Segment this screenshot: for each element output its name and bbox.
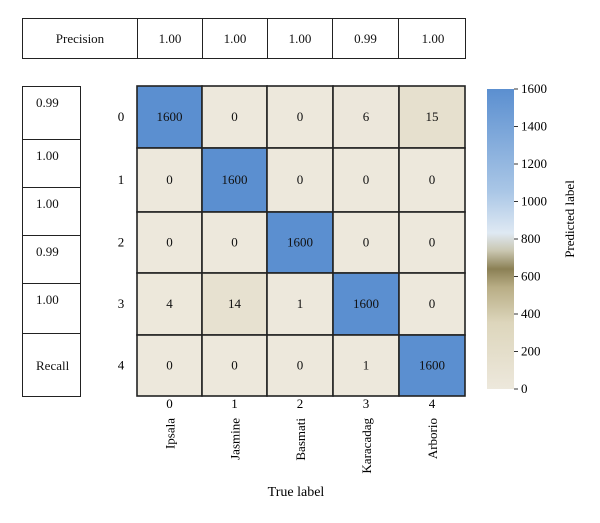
precision-value: 1.00 [267, 19, 332, 58]
cell-value-label: 1 [363, 358, 370, 373]
precision-value: 1.00 [137, 19, 202, 58]
column-class-name: Basmati [293, 418, 308, 461]
cell-value-label: 1600 [287, 235, 313, 250]
recall-value: 1.00 [23, 187, 80, 235]
row-index-label: 2 [118, 235, 125, 250]
cell-value-label: 1 [297, 296, 304, 311]
heatmap-cell [332, 85, 400, 149]
cell-value-label: 0 [363, 172, 370, 187]
column-index-label: 0 [166, 396, 173, 411]
heatmap-cell [398, 334, 466, 397]
colorbar-tick-label: 1000 [521, 194, 547, 209]
row-index-label: 3 [118, 296, 125, 311]
heatmap-cell [201, 147, 268, 213]
cell-value-label: 1600 [157, 109, 183, 124]
recall-value: 1.00 [23, 139, 80, 187]
colorbar-tick-label: 400 [521, 306, 541, 321]
x-axis-label: True label [268, 485, 325, 500]
cell-value-label: 0 [297, 358, 304, 373]
heatmap-cell [266, 272, 334, 336]
heatmap-cell [136, 147, 203, 213]
cell-value-label: 4 [166, 296, 173, 311]
heatmap-cell [266, 334, 334, 397]
heatmap-cell [201, 85, 268, 149]
column-index-label: 4 [429, 396, 436, 411]
column-class-name: Ipsala [163, 418, 178, 449]
cell-value-label: 1600 [419, 358, 445, 373]
cell-value-label: 0 [231, 358, 238, 373]
cell-value-label: 0 [429, 235, 436, 250]
heatmap-cell [398, 147, 466, 213]
cell-value-label: 0 [166, 235, 173, 250]
heatmap-cell [136, 334, 203, 397]
colorbar [487, 89, 514, 389]
heatmap-cell [201, 272, 268, 336]
recall-value: 0.99 [36, 95, 59, 110]
row-index-label: 4 [118, 358, 125, 373]
cell-value-label: 1600 [353, 296, 379, 311]
row-index-label: 0 [118, 109, 125, 124]
column-class-name: Arborio [425, 418, 440, 459]
heatmap-cell [332, 334, 400, 397]
heatmap-cell [136, 85, 203, 149]
heatmap-cell [136, 211, 203, 274]
colorbar-tick-label: 600 [521, 269, 541, 284]
cell-value-label: 0 [429, 296, 436, 311]
cell-value-label: 0 [231, 109, 238, 124]
column-index-label: 3 [363, 396, 370, 411]
recall-value: 1.00 [23, 283, 80, 333]
cell-value-label: 15 [426, 109, 439, 124]
heatmap-cell [398, 272, 466, 336]
colorbar-label: Predicted label [562, 180, 577, 258]
cell-value-label: 1600 [222, 172, 248, 187]
colorbar-tick-label: 1600 [521, 81, 547, 96]
recall-label: Recall [23, 333, 80, 398]
column-index-label: 1 [231, 396, 238, 411]
recall-column: 0.99 1.00 1.00 0.99 1.00 Recall [22, 86, 81, 397]
colorbar-tick-label: 800 [521, 231, 541, 246]
precision-value: 0.99 [332, 19, 398, 58]
colorbar-tick-label: 200 [521, 344, 541, 359]
heatmap-cell [266, 147, 334, 213]
cell-value-label: 0 [166, 358, 173, 373]
column-class-name: Jasmine [228, 418, 243, 460]
column-index-label: 2 [297, 396, 304, 411]
precision-value: 1.00 [398, 19, 467, 58]
heatmap-cell [201, 334, 268, 397]
cell-value-label: 0 [297, 172, 304, 187]
cell-value-label: 0 [166, 172, 173, 187]
cell-value-label: 0 [297, 109, 304, 124]
cell-value-label: 0 [231, 235, 238, 250]
cell-value-label: 0 [363, 235, 370, 250]
heatmap-cell [398, 211, 466, 274]
row-index-label: 1 [118, 172, 125, 187]
colorbar-tick-label: 0 [521, 381, 528, 396]
colorbar-tick-label: 1200 [521, 156, 547, 171]
precision-value: 1.00 [202, 19, 267, 58]
column-class-name: Karacadag [359, 418, 374, 474]
precision-row: Precision 1.00 1.00 1.00 0.99 1.00 [22, 18, 466, 59]
cell-value-label: 14 [228, 296, 242, 311]
cell-value-label: 6 [363, 109, 370, 124]
colorbar-tick-label: 1400 [521, 119, 547, 134]
cell-value-label: 0 [429, 172, 436, 187]
precision-label: Precision [55, 30, 105, 46]
recall-value: 0.99 [23, 235, 80, 283]
heatmap-cell [201, 211, 268, 274]
